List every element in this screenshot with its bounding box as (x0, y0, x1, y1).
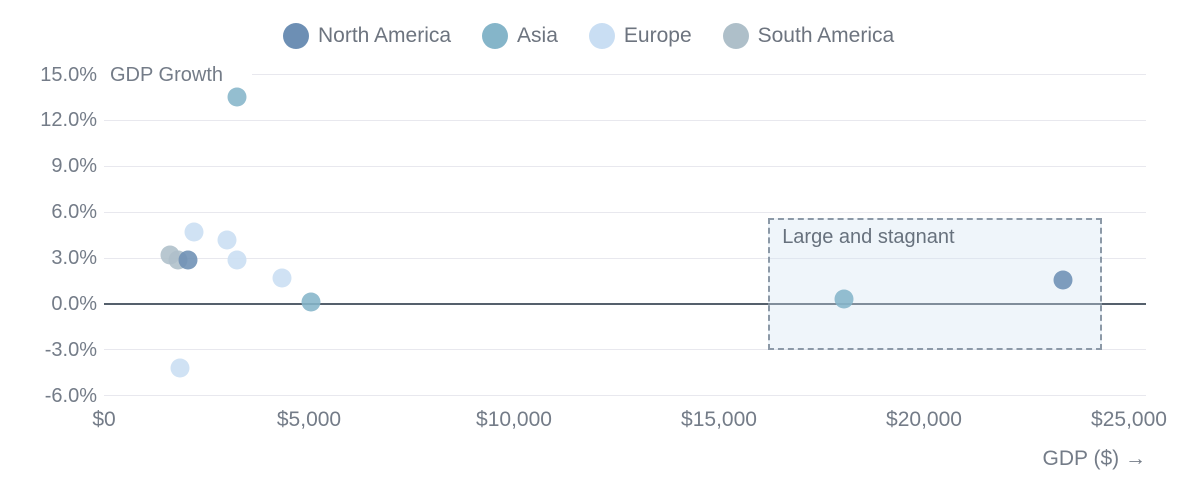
y-tick-label: 15.0% (40, 63, 97, 86)
gridline--6 (104, 395, 1146, 397)
legend-swatch-south-america (722, 23, 749, 49)
legend-item-europe: Europe (588, 23, 692, 49)
legend-label: Europe (623, 24, 692, 47)
data-point-europe (227, 250, 247, 270)
gridline-9 (104, 165, 1146, 167)
data-point-europe (217, 230, 237, 250)
data-point-north-america (178, 250, 198, 270)
y-tick-label: 0.0% (51, 293, 97, 315)
data-point-europe (272, 268, 292, 288)
data-point-asia (227, 87, 247, 107)
y-tick-label: 12.0% (40, 109, 97, 132)
legend-item-asia: Asia (482, 23, 558, 49)
gridline-15 (252, 74, 1146, 75)
zero-baseline (104, 303, 1146, 305)
data-point-north-america (1053, 270, 1073, 290)
data-point-asia (834, 289, 854, 309)
legend-item-north-america: North America (283, 23, 451, 49)
annotation-label: Large and stagnant (782, 226, 955, 249)
gridline-6 (104, 211, 1146, 213)
legend-label: South America (757, 24, 895, 47)
annotation-box: Large and stagnant (768, 218, 1103, 350)
gridline-12 (104, 119, 1146, 121)
x-tick-label: $20,000 (886, 408, 962, 431)
legend: North America Asia Europe South America (283, 23, 894, 49)
legend-label: North America (318, 24, 452, 47)
legend-swatch-europe (588, 23, 615, 49)
legend-swatch-north-america (283, 23, 309, 49)
y-axis-title: GDP Growth (110, 63, 223, 86)
y-tick-label: 3.0% (51, 247, 97, 270)
y-tick-label: -6.0% (44, 384, 97, 407)
legend-label: Asia (517, 24, 558, 47)
x-tick-label: $15,000 (681, 408, 757, 431)
legend-swatch-asia (482, 23, 509, 49)
x-axis-title: GDP ($) → (1042, 447, 1146, 470)
data-point-europe (170, 358, 190, 378)
legend-item-south-america: South America (722, 23, 895, 49)
gridline-3 (104, 257, 1146, 259)
y-tick-label: 6.0% (51, 201, 97, 224)
gridline--3 (104, 349, 1146, 351)
x-tick-label: $10,000 (476, 408, 552, 431)
x-tick-label: $5,000 (276, 408, 342, 431)
data-point-europe (184, 222, 204, 242)
x-tick-label: $25,000 (1091, 408, 1167, 431)
x-tick-label: $0 (92, 408, 116, 431)
y-tick-label: 9.0% (51, 155, 97, 178)
data-point-asia (301, 292, 321, 312)
y-tick-label: -3.0% (44, 338, 97, 361)
